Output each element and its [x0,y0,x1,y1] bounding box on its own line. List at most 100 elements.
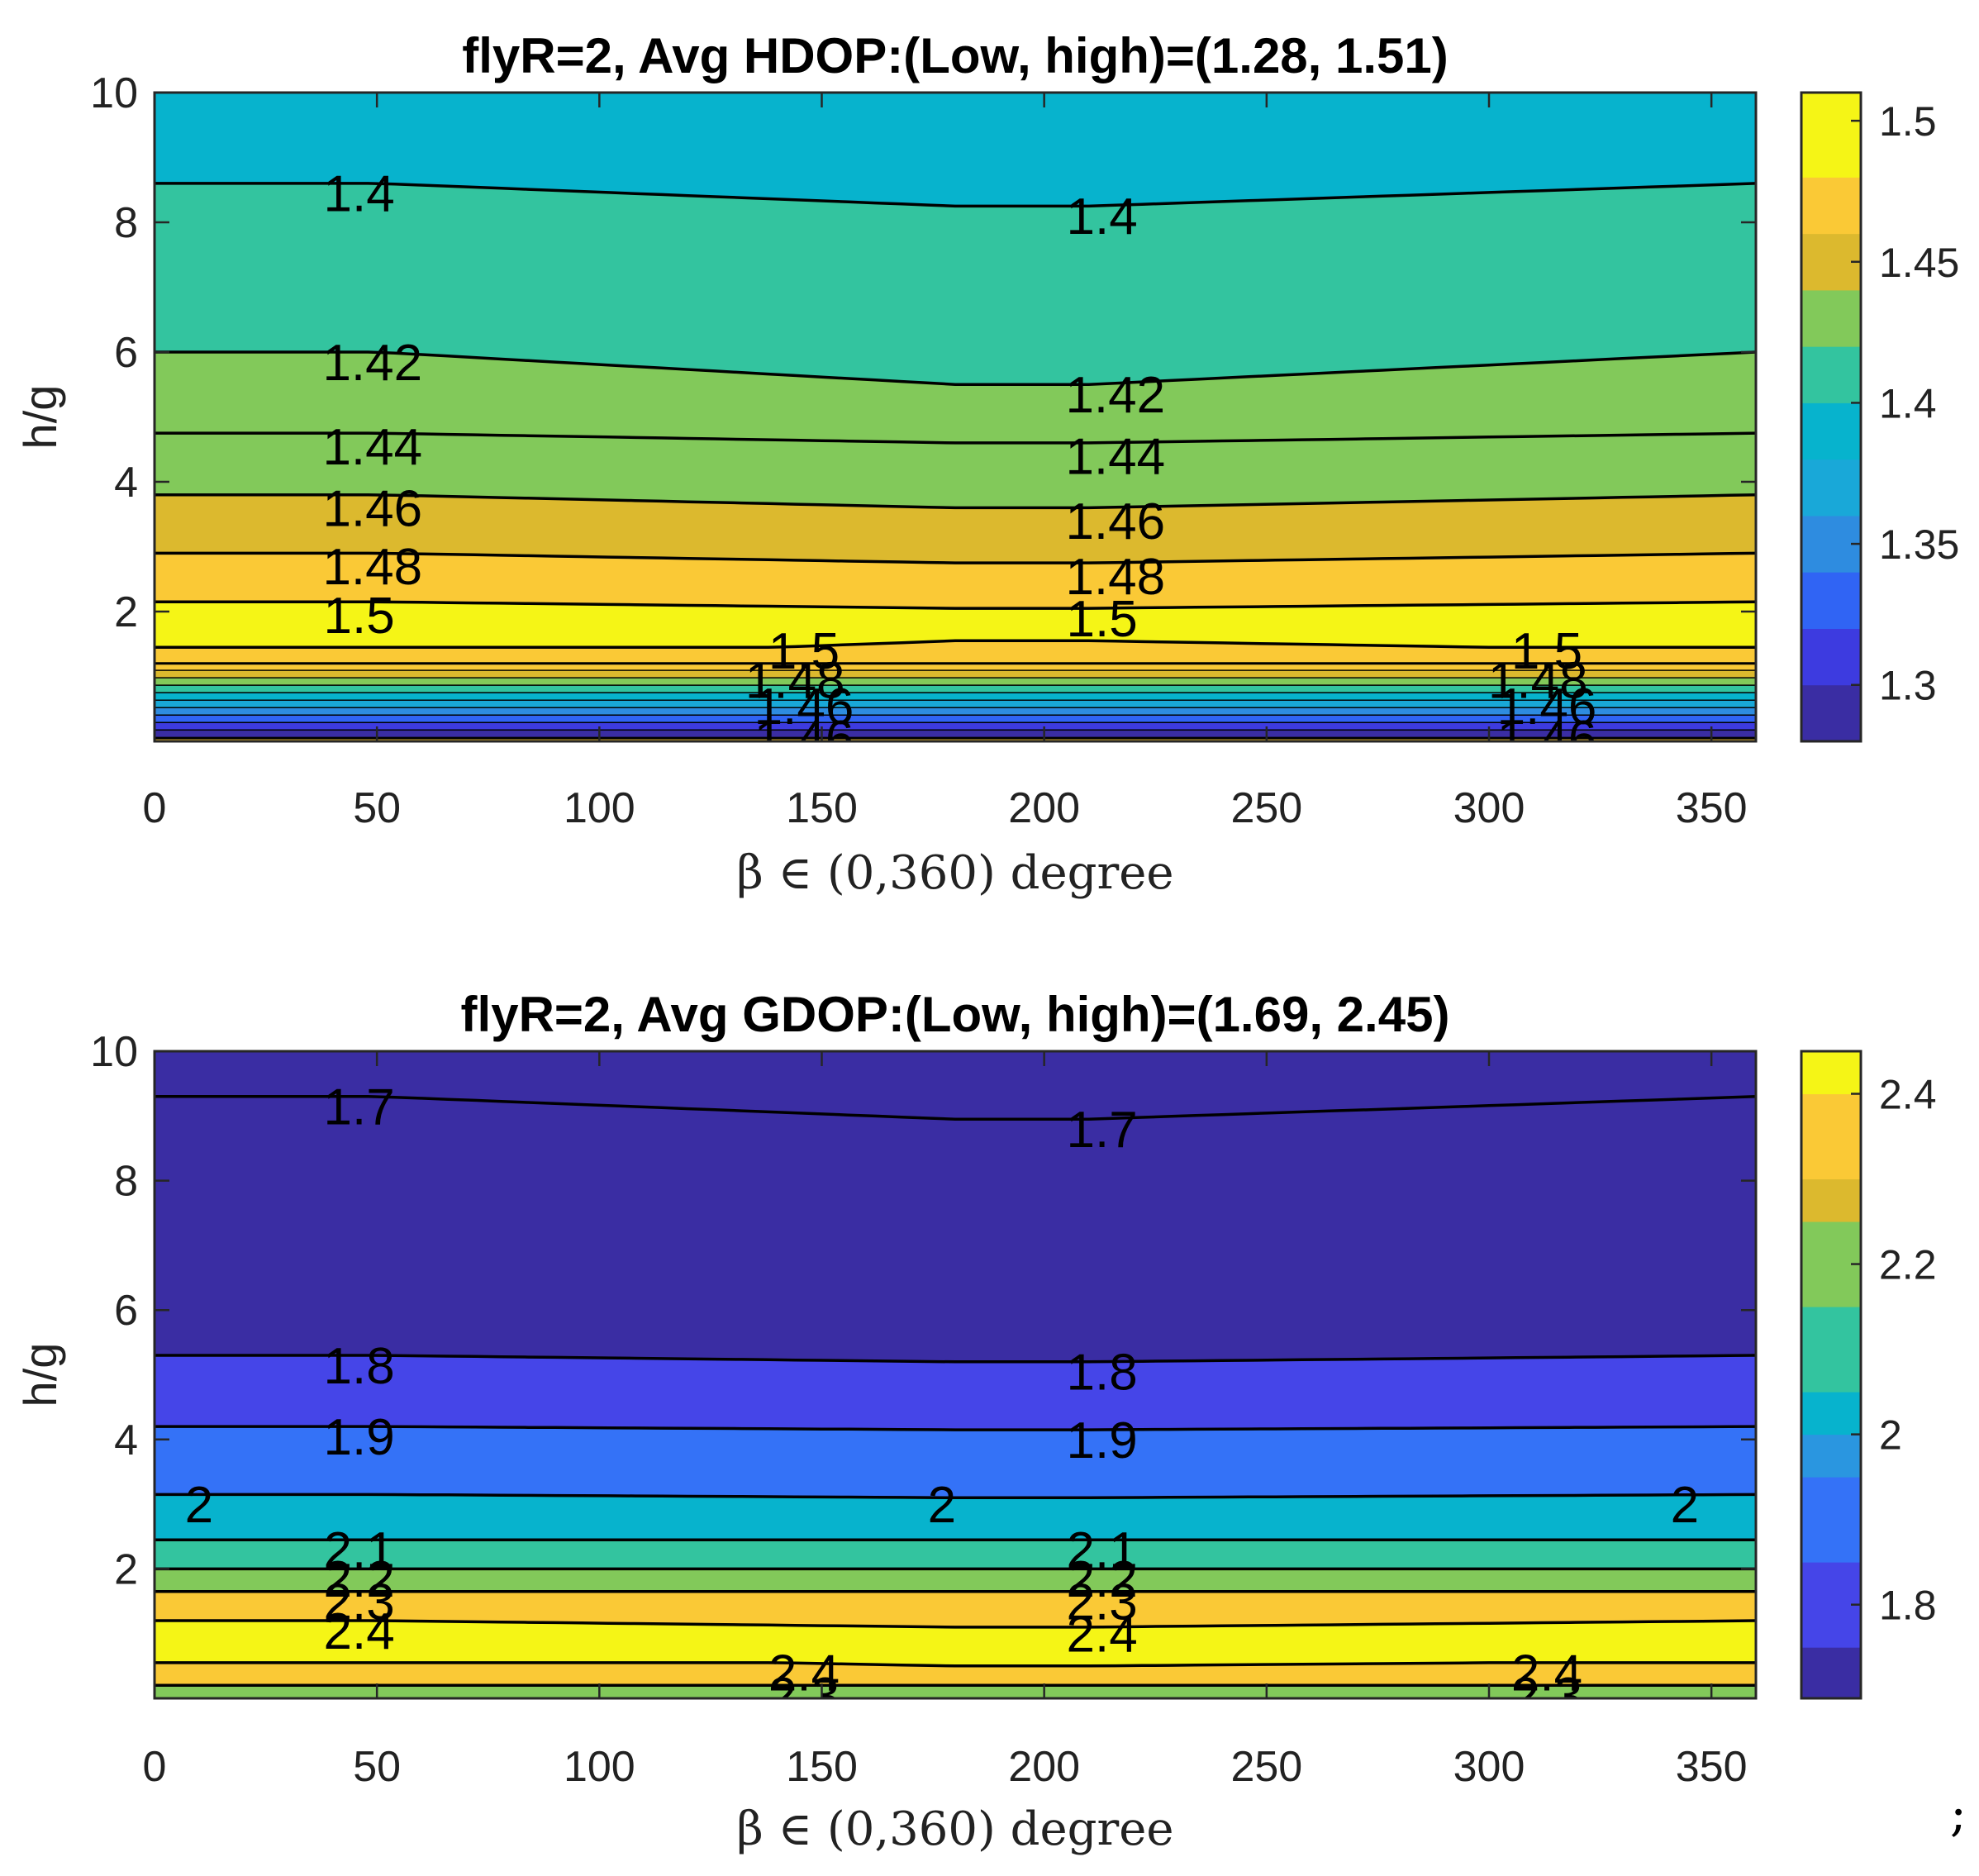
plot-area: 1.4 1.41.421.421.44 1.441.46 1.461.48 1.481.… [155,93,1756,768]
dense-band-0 [155,663,1756,671]
x-axis-label: β ∈ (0,360) degree [736,1802,1173,1856]
colorbar-segment [1801,289,1861,347]
colorbar-segment [1801,1434,1861,1478]
contour-label: 2 [185,1477,213,1534]
contour-label: 2.3 [324,1574,395,1631]
gdop-contour-chart: 1.7 1.71.8 1.81.9 1.92 2 22.1 2.12.2 2.22.3 2.32… [14,987,1937,1856]
x-tick-label: 150 [786,784,858,832]
dense-band-9 [155,731,1756,739]
x-tick-label: 150 [786,1743,858,1791]
contour-line-1.44 [155,431,1756,445]
colorbar-segment [1801,1392,1861,1436]
dense-band-5 [155,700,1756,708]
x-axis-label: β ∈ (0,360) degree [736,846,1173,900]
x-tick-label: 200 [1008,1743,1080,1791]
contour-label: 2.2 [324,1551,395,1608]
x-tick-label: 350 [1676,1743,1748,1791]
chart-title: flyR=2, Avg GDOP:(Low, high)=(1.69, 2.45… [461,987,1450,1042]
y-tick-label: 6 [114,1287,138,1335]
colorbar-segment [1801,177,1861,235]
y-tick-label: 6 [114,329,138,377]
contour-line-1.5 [155,600,1756,610]
x-tick-label: 0 [143,784,167,832]
contour-label: 1.8 [1067,1345,1138,1402]
contour-label: 1.48 [1065,549,1165,606]
contour-label: 1.46 [1497,711,1597,768]
contour-label: 1.5 [324,588,395,645]
y-axis-label: h/g [14,385,66,450]
contour-label: 2.4 [324,1603,395,1660]
contour-label: 2.2 [1067,1551,1138,1608]
contour-line-1.8 [155,1354,1756,1364]
y-tick-label: 4 [114,459,138,507]
colorbar-segment [1801,572,1861,629]
contour-line-1.7 [155,1095,1756,1121]
dense-band-4 [155,693,1756,701]
contour-label: 2.4 [1511,1645,1582,1702]
contour-label: 1.9 [324,1409,395,1466]
colorbar-segment [1801,1477,1861,1563]
contour-label: 1.48 [322,539,422,596]
x-tick-label: 300 [1453,784,1525,832]
y-tick-label: 8 [114,1158,138,1206]
y-tick-label: 8 [114,199,138,247]
contour-line-1.42 [155,350,1756,386]
colorbar-tick-label: 2 [1879,1412,1902,1459]
x-tick-label: 200 [1008,784,1080,832]
dense-band-2 [155,678,1756,686]
x-tick-label: 250 [1230,1743,1302,1791]
hdop-contour-chart: 1.4 1.41.421.421.44 1.441.46 1.461.48 1.481.… [14,28,1959,900]
axes-box [153,91,1758,743]
contour-label: 1.5 [1511,623,1582,680]
colorbar-tick-label: 1.3 [1879,663,1937,709]
colorbar-box [1800,91,1862,743]
contour-label: 2.4 [1067,1607,1138,1664]
contour-line-2 [155,1493,1756,1500]
contour-label: 1.48 [745,652,845,709]
contour-label: 1.8 [324,1338,395,1395]
dense-band-1 [155,670,1756,679]
x-tick-label: 350 [1676,784,1748,832]
contour-label: 2 [1671,1477,1699,1534]
y-tick-label: 2 [114,1545,138,1593]
contour-label: 2.3 [768,1668,840,1725]
x-tick-label: 300 [1453,1743,1525,1791]
contour-label: 1.7 [324,1079,395,1136]
colorbar-segment [1801,1178,1861,1222]
x-tick-label: 100 [564,1743,635,1791]
y-axis-label: h/g [14,1343,66,1407]
colorbar-segment [1801,684,1861,742]
contour-line-1.5 [155,639,1756,649]
plot-area: 1.7 1.71.8 1.81.9 1.92 2 22.1 2.12.2 2.22.3 2.32… [155,1051,1756,1725]
contour-label: 1.42 [322,335,422,392]
contour-label: 1.46 [754,679,854,736]
axes-box [153,1050,1758,1700]
y-tick-label: 10 [90,69,138,117]
chart-title: flyR=2, Avg HDOP:(Low, high)=(1.28, 1.51… [462,28,1449,83]
contour-line-1.46 [155,493,1756,510]
colorbar-segment [1801,93,1861,178]
colorbar-tick-label: 2.2 [1879,1242,1937,1288]
colorbar-segment [1801,1051,1861,1095]
colorbar-tick-label: 1.35 [1879,521,1959,568]
colorbar-segment [1801,628,1861,686]
colorbar-tick-label: 1.4 [1879,380,1937,426]
colorbar-box [1800,1050,1862,1700]
colorbar-segment [1801,402,1861,460]
contour-label: 1.42 [1065,367,1165,424]
contour-label: 1.44 [1065,429,1165,486]
y-tick-label: 4 [114,1417,138,1464]
colorbar-tick-label: 1.8 [1879,1583,1937,1629]
contour-label: 2.3 [1067,1574,1138,1631]
dense-band-6 [155,707,1756,716]
contour-line-1.4 [155,182,1756,208]
contour-line-2.4 [155,1619,1756,1629]
colorbar-segment [1801,346,1861,403]
colorbar-segment [1801,1093,1861,1180]
x-tick-label: 100 [564,784,635,832]
contour-label: 1.46 [1497,679,1597,736]
contour-label: 1.5 [1067,591,1138,648]
y-tick-label: 10 [90,1028,138,1076]
dense-band-3 [155,685,1756,693]
